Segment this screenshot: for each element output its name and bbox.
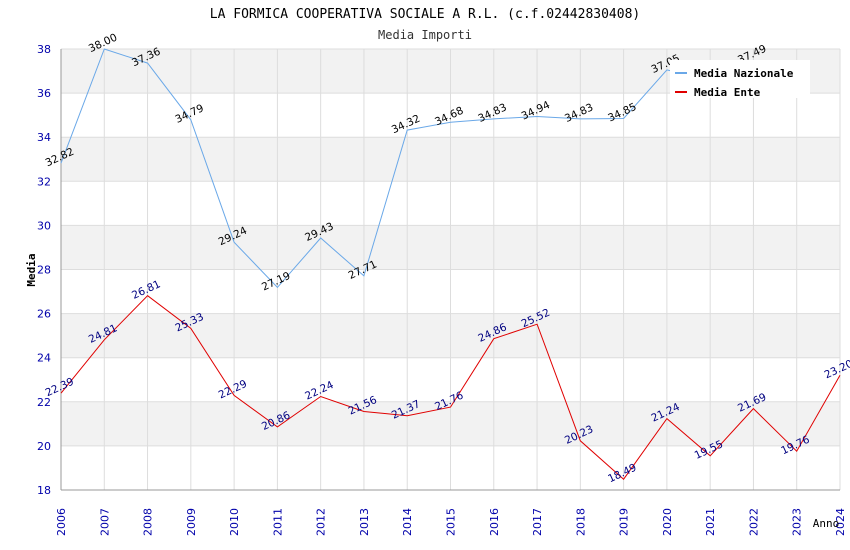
x-tick-label: 2017 [531, 508, 544, 536]
y-tick-label: 24 [37, 352, 51, 365]
x-tick-label: 2024 [834, 508, 847, 536]
chart-subtitle: Media Importi [378, 28, 472, 42]
series-line-media-nazionale [60, 48, 754, 289]
y-tick-label: 38 [37, 43, 51, 56]
x-tick-label: 2019 [618, 508, 631, 536]
x-tick-label: 2011 [271, 508, 284, 536]
y-tick-labels: 18 20 22 24 26 28 30 32 34 36 38 [37, 43, 51, 497]
legend-entry-media-nazionale: Media Nazionale [694, 67, 794, 80]
x-tick-label: 2007 [98, 508, 111, 536]
x-tick-label: 2018 [574, 508, 587, 536]
y-tick-label: 32 [37, 175, 51, 188]
x-tick-label: 2013 [358, 508, 371, 536]
x-tick-label: 2023 [791, 508, 804, 536]
legend: Media Nazionale Media Ente [670, 60, 810, 99]
x-axis-label: Anno [813, 517, 840, 530]
legend-box [670, 60, 810, 98]
chart-title: LA FORMICA COOPERATIVA SOCIALE A R.L. (c… [210, 7, 640, 22]
y-tick-label: 36 [37, 87, 51, 100]
x-tick-label: 2014 [401, 508, 414, 536]
legend-entry-media-ente: Media Ente [694, 86, 761, 99]
x-tick-label: 2010 [228, 508, 241, 536]
x-tick-label: 2012 [315, 508, 328, 536]
x-tick-label: 2020 [661, 508, 674, 536]
x-tick-label: 2021 [704, 508, 717, 536]
x-tick-label: 2015 [445, 508, 458, 536]
x-tick-labels: 2006 2007 2008 2009 2010 2011 2012 2013 2014 2015… [55, 508, 847, 536]
y-tick-label: 34 [37, 131, 51, 144]
x-tick-label: 2022 [747, 508, 760, 536]
y-tick-label: 22 [37, 396, 51, 409]
y-axis-label: Media [25, 253, 38, 286]
y-tick-label: 30 [37, 219, 51, 232]
axes [60, 49, 840, 491]
y-tick-label: 18 [37, 484, 51, 497]
x-tick-label: 2006 [55, 508, 68, 536]
x-tick-label: 2008 [142, 508, 155, 536]
series-line-media-ente [60, 295, 841, 480]
x-tick-label: 2016 [488, 508, 501, 536]
y-tick-label: 20 [37, 440, 51, 453]
x-tick-label: 2009 [185, 508, 198, 536]
y-tick-label: 26 [37, 308, 51, 321]
series-group [60, 48, 841, 480]
y-tick-label: 28 [37, 264, 51, 277]
